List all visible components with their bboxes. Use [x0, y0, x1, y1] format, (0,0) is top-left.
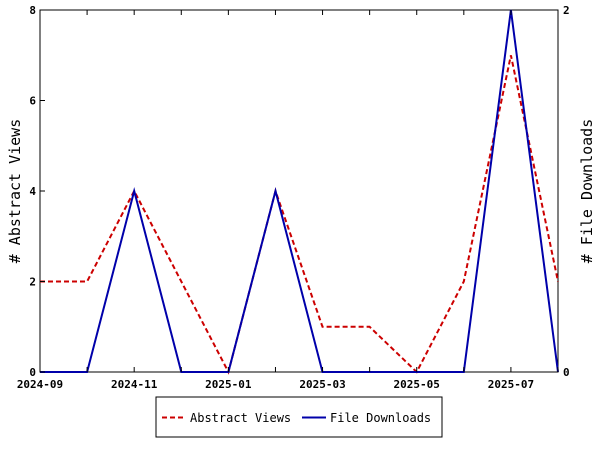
- y-right-tick-label: 0: [563, 366, 570, 379]
- x-tick-label: 2025-05: [394, 378, 440, 391]
- y-left-tick-label: 6: [29, 95, 36, 108]
- y-left-tick-label: 8: [29, 4, 36, 17]
- y-left-tick-label: 4: [29, 185, 36, 198]
- x-tick-label: 2025-07: [488, 378, 534, 391]
- series-line-file-downloads: [40, 9, 559, 373]
- y-left-tick-label: 0: [29, 366, 36, 379]
- x-tick-label: 2025-01: [205, 378, 252, 391]
- x-tick-label: 2024-11: [111, 378, 158, 391]
- legend-box: [155, 396, 443, 438]
- legend-label-abstract-views: Abstract Views: [190, 411, 291, 425]
- legend-label-file-downloads: File Downloads: [330, 411, 431, 425]
- legend: Abstract Views File Downloads: [155, 396, 443, 438]
- axis-layer: 2024-09 2024-11 2025-01 2025-03 2025-05 2025-…: [17, 4, 570, 391]
- x-tick-label: 2024-09: [17, 378, 63, 391]
- y-left-tick-label: 2: [29, 276, 36, 289]
- x-tick-label: 2025-03: [299, 378, 345, 391]
- y-right-axis-label: # File Downloads: [578, 119, 596, 264]
- series-line-abstract-views: [40, 55, 559, 375]
- plot-area: [39, 9, 559, 373]
- y-right-tick-label: 2: [563, 4, 570, 17]
- series-layer: [40, 9, 559, 375]
- y-left-axis-label: # Abstract Views: [6, 119, 24, 264]
